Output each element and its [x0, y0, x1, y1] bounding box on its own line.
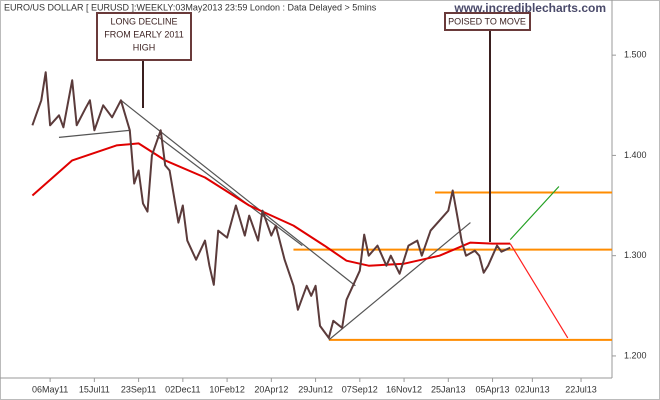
- x-tick-label: 10Feb12: [209, 384, 245, 394]
- trend-line: [155, 134, 303, 247]
- series-line: [31, 71, 511, 339]
- x-tick-label: 23Sep11: [121, 384, 156, 394]
- x-tick-label: 05Apr13: [476, 384, 510, 394]
- watermark: www.incrediblecharts.com: [453, 1, 606, 15]
- x-tick-label: 15Jul11: [79, 384, 110, 394]
- x-tick-label: 29Jun12: [298, 384, 333, 394]
- callout-text: FROM EARLY 2011: [104, 29, 184, 39]
- trend-line: [509, 243, 569, 339]
- x-tick-label: 06May11: [32, 384, 68, 394]
- trend-line: [328, 222, 471, 341]
- callout-text: HIGH: [133, 42, 156, 52]
- callout: POISED TO MOVE: [444, 12, 531, 242]
- x-tick-label: 20Apr12: [254, 384, 288, 394]
- y-tick-label: 1.500: [624, 50, 647, 60]
- callout-text: LONG DECLINE: [110, 16, 177, 26]
- trend-line: [509, 186, 560, 241]
- y-tick-label: 1.200: [624, 350, 647, 360]
- y-tick-label: 1.400: [624, 150, 647, 160]
- x-tick-label: 02Dec11: [165, 384, 200, 394]
- x-tick-label: 25Jan13: [431, 384, 466, 394]
- callout-box: [96, 12, 192, 61]
- callout: LONG DECLINE FROM EARLY 2011 HIGH: [96, 12, 192, 108]
- series-line: [31, 142, 511, 267]
- y-tick-label: 1.300: [624, 250, 647, 260]
- x-tick-label: 22Jul13: [565, 384, 597, 394]
- plot: 1.500 1.400 1.300 1.200 06May11 15Jul11 23Sep1…: [31, 50, 647, 394]
- x-tick-label: 16Nov12: [386, 384, 422, 394]
- chart-title: EURO/US DOLLAR [ EURUSD ]:WEEKLY:03May20…: [4, 2, 377, 12]
- x-tick-label: 02Jun13: [515, 384, 550, 394]
- callout-box: [444, 12, 531, 31]
- callout-text: POISED TO MOVE: [448, 16, 526, 26]
- x-tick-label: 07Sep12: [342, 384, 378, 394]
- trend-line: [58, 129, 130, 138]
